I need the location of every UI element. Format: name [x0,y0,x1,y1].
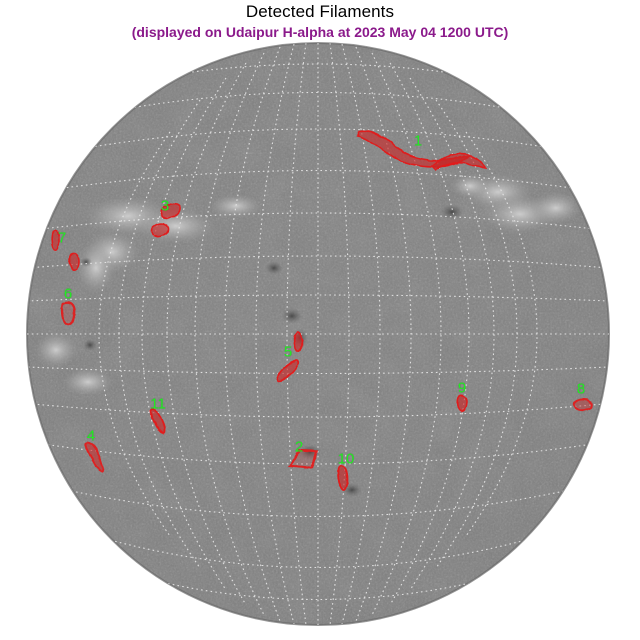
filament-label-3: 3 [160,197,170,215]
filament-label-5: 5 [283,343,293,361]
filament-outline-4 [84,441,104,473]
filament-overlays [50,129,593,492]
filament-label-4: 4 [86,427,96,445]
filament-label-6: 6 [63,285,73,303]
page-title: Detected Filaments [245,2,395,21]
filament-label-7: 7 [57,229,67,247]
filament-outline-2 [287,448,319,470]
filament-label-10: 10 [337,450,355,468]
filament-outline-6 [60,301,76,327]
filament-outline-8 [572,398,593,412]
filament-outline-5 [276,331,303,382]
filament-outline-1 [357,129,488,172]
filament-label-2: 2 [294,438,304,456]
filament-outline-3 [150,202,181,238]
filament-label-8: 8 [576,380,586,398]
page-subtitle: (displayed on Udaipur H-alpha at 2023 Ma… [131,24,509,40]
filament-label-11: 11 [150,395,166,413]
heliographic-grid [27,43,609,625]
active-regions [34,174,582,497]
filament-label-9: 9 [457,379,467,397]
filament-outline-7 [50,229,80,271]
filament-outline-11 [149,408,166,434]
filament-outline-9 [456,394,468,412]
filament-label-1: 1 [413,132,423,150]
filament-outline-10 [337,465,348,492]
